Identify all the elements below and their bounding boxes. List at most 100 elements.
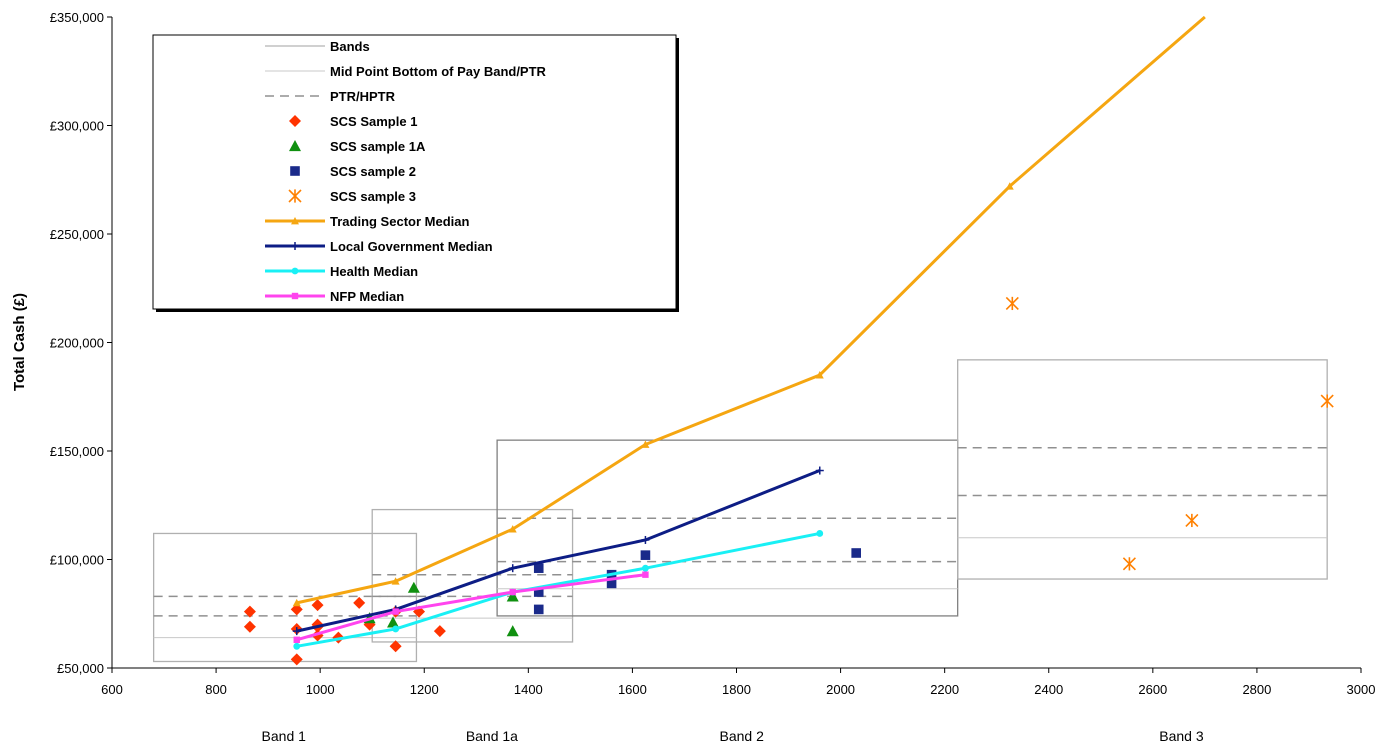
- legend-label: Trading Sector Median: [330, 214, 469, 229]
- legend-label: Local Government Median: [330, 239, 493, 254]
- band-box: [496, 439, 959, 617]
- y-tick-label: £50,000: [57, 661, 104, 676]
- data-point: [640, 550, 651, 560]
- legend-swatch: [289, 140, 301, 152]
- data-point: [641, 440, 650, 448]
- band-4: [957, 359, 1328, 580]
- series-local-government-median: [292, 466, 824, 636]
- data-point: [1320, 394, 1334, 408]
- legend-item: SCS sample 3: [288, 189, 416, 204]
- x-tick-label: 600: [101, 682, 123, 697]
- x-tick-label: 1000: [306, 682, 335, 697]
- y-axis-title: Total Cash (£): [11, 293, 28, 391]
- y-tick-label: £350,000: [50, 10, 104, 25]
- legend: Bands Mid Point Bottom of Pay Band/PTR PTR…: [152, 34, 679, 312]
- legend-marker: [291, 292, 299, 300]
- data-point: [1005, 182, 1014, 190]
- legend-swatch: [290, 166, 300, 176]
- data-point: [506, 625, 519, 637]
- data-point: [1122, 557, 1136, 571]
- legend-label: SCS sample 2: [330, 164, 416, 179]
- band-2: [371, 508, 574, 643]
- data-point: [606, 578, 617, 589]
- series-line: [296, 469, 821, 633]
- band-box: [371, 508, 574, 643]
- x-tick-label: 1800: [722, 682, 751, 697]
- data-point: [292, 598, 301, 607]
- data-point: [1185, 513, 1199, 528]
- data-point: [816, 530, 824, 537]
- x-tick-label: 2400: [1034, 682, 1063, 697]
- data-point: [506, 590, 519, 602]
- legend-item: SCS Sample 1: [289, 114, 417, 129]
- data-point: [290, 653, 303, 666]
- series-trading-sector-median: [292, 15, 1206, 607]
- y-tick-label: £300,000: [50, 119, 104, 134]
- data-point: [391, 577, 400, 585]
- data-point: [533, 563, 544, 573]
- legend-label: SCS sample 3: [330, 189, 416, 204]
- data-point: [353, 596, 366, 609]
- data-point: [508, 564, 517, 573]
- legend-label: SCS Sample 1: [330, 114, 417, 129]
- x-tick-label: 1400: [514, 682, 543, 697]
- legend-label: Bands: [330, 39, 370, 54]
- legend-item: Trading Sector Median: [265, 214, 469, 229]
- legend-label: Mid Point Bottom of Pay Band/PTR: [330, 64, 547, 79]
- data-point: [243, 620, 256, 633]
- x-tick-label: 2000: [826, 682, 855, 697]
- band-3: [496, 439, 959, 617]
- x-tick-label: 2600: [1138, 682, 1167, 697]
- legend-marker: [291, 242, 299, 250]
- data-point: [533, 604, 544, 615]
- data-point: [387, 616, 400, 628]
- legend-box: [152, 34, 677, 310]
- legend-swatch: [289, 115, 301, 127]
- band-box: [957, 359, 1328, 580]
- data-point: [433, 625, 446, 638]
- band-label: Band 1a: [466, 728, 518, 744]
- legend-item: NFP Median: [265, 289, 404, 304]
- series-line: [296, 531, 821, 648]
- y-tick-label: £250,000: [50, 227, 104, 242]
- legend-marker: [291, 217, 299, 225]
- x-tick-label: 2800: [1242, 682, 1271, 697]
- legend-item: Health Median: [265, 264, 418, 279]
- data-point: [815, 466, 824, 475]
- series-scs-sample-3: [1005, 296, 1334, 571]
- y-tick-label: £200,000: [50, 336, 104, 351]
- legend-item: Local Government Median: [265, 239, 493, 254]
- x-tick-label: 3000: [1347, 682, 1376, 697]
- data-point: [1005, 296, 1019, 311]
- data-point: [642, 564, 649, 572]
- legend-label: Health Median: [330, 264, 418, 279]
- data-point: [407, 581, 420, 593]
- data-point: [851, 548, 861, 558]
- data-point: [293, 636, 300, 643]
- series-nfp-median: [293, 571, 649, 643]
- legend-swatch: [288, 189, 302, 203]
- x-tick-label: 1200: [410, 682, 439, 697]
- y-tick-label: £100,000: [50, 553, 104, 568]
- data-point: [392, 608, 399, 615]
- data-point: [290, 603, 303, 616]
- data-point: [311, 599, 324, 612]
- band-box: [152, 532, 418, 663]
- data-point: [533, 587, 544, 597]
- legend-label: SCS sample 1A: [330, 139, 426, 154]
- data-point: [509, 588, 516, 596]
- band-label: Band 2: [720, 728, 765, 744]
- y-tick-label: £150,000: [50, 444, 104, 459]
- band-label: Band 1: [262, 728, 307, 744]
- data-point: [243, 605, 256, 618]
- x-tick-label: 1600: [618, 682, 647, 697]
- legend-item: PTR/HPTR: [265, 89, 396, 104]
- legend-label: PTR/HPTR: [330, 89, 396, 104]
- legend-item: Bands: [265, 39, 370, 54]
- band-label: Band 3: [1159, 728, 1204, 744]
- data-point: [641, 535, 650, 544]
- legend-item: Mid Point Bottom of Pay Band/PTR: [265, 64, 547, 79]
- data-point: [642, 571, 649, 578]
- data-point: [389, 640, 402, 653]
